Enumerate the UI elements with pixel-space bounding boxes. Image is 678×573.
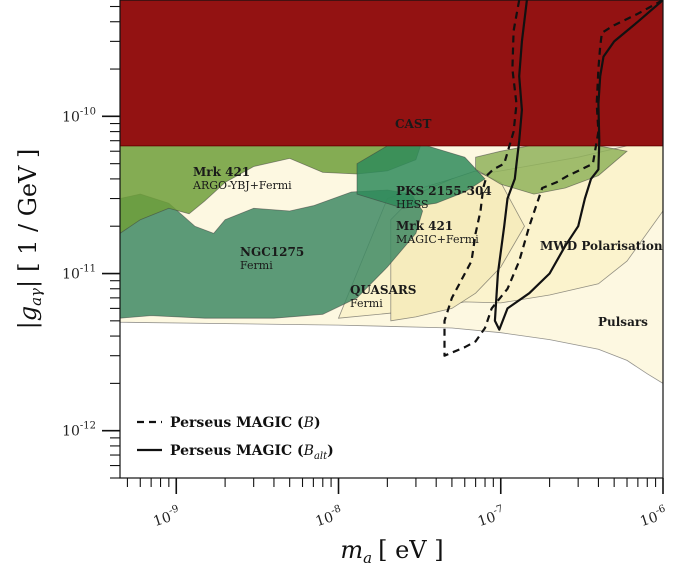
series-perseus-magic-b-alt <box>493 0 663 331</box>
y-tick-label: 10-12 <box>62 421 96 440</box>
sublabel-ngc1275: Fermi <box>240 259 273 272</box>
sublabel-mrk-421-argo-ybj-fermi: ARGO-YBJ+Fermi <box>192 179 292 192</box>
label-quasars: QUASARS <box>350 283 416 297</box>
sublabel-mrk-421-magic-fermi: MAGIC+Fermi <box>396 233 479 246</box>
label-mrk-421-argo-ybj-fermi: Mrk 421 <box>193 165 250 179</box>
plot-frame <box>119 0 664 479</box>
axes: 10-9 10-8 10-7 10-6 10-12 10-11 10-10 <box>62 0 669 530</box>
y-tick-label: 10-10 <box>62 106 96 125</box>
x-axis-title: ma[ eV ] <box>340 536 443 567</box>
y-tick-label: 10-11 <box>62 264 96 283</box>
label-pks-2155-304-hess: PKS 2155-304 <box>396 184 492 198</box>
label-ngc1275: NGC1275 <box>240 245 304 259</box>
series-perseus-magic-b <box>443 0 663 357</box>
series-lines <box>443 0 663 357</box>
exclusion-regions <box>120 0 663 384</box>
label-pulsars: Pulsars <box>598 315 648 329</box>
x-tick-label: 10-8 <box>313 503 345 530</box>
legend: Perseus MAGIC (B) Perseus MAGIC (Balt) <box>137 415 334 462</box>
label-mwd-polarisation: MWD Polarisation <box>540 239 663 253</box>
label-cast: CAST <box>395 117 432 131</box>
x-tick-label: 10-9 <box>151 503 183 530</box>
region-pks-2155-304-hess <box>356 145 486 209</box>
legend-entry: Perseus MAGIC (B) <box>170 415 321 431</box>
region-cast <box>120 0 663 147</box>
legend-entry: Perseus MAGIC (Balt) <box>170 443 334 462</box>
x-tick-label: 10-6 <box>637 503 669 530</box>
sublabel-quasars: Fermi <box>350 297 383 310</box>
label-mrk-421-magic-fermi: Mrk 421 <box>396 219 453 233</box>
y-axis-title: |gaγ|[ 1 / GeV ] <box>14 149 45 330</box>
sublabel-pks-2155-304-hess: HESS <box>396 198 429 211</box>
x-tick-label: 10-7 <box>475 503 507 530</box>
